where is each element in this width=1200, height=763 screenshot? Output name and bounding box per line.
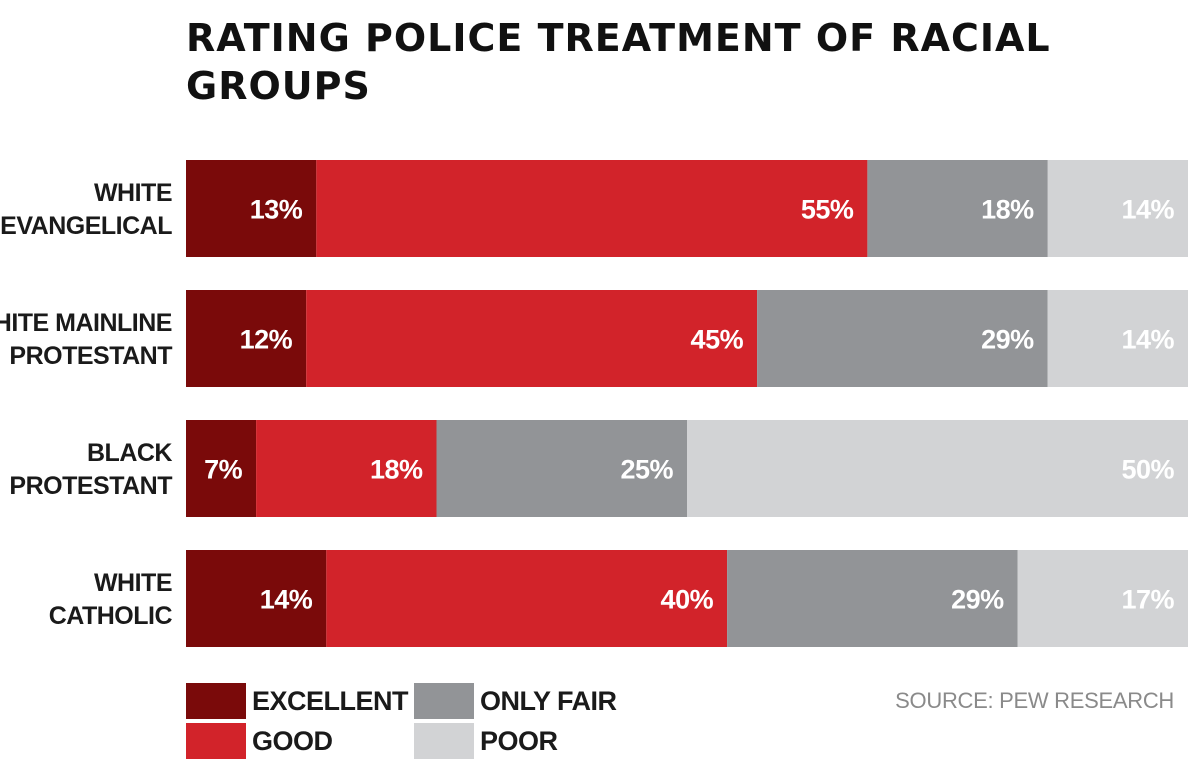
bar-segment-excellent bbox=[186, 290, 307, 387]
data-label: 14% bbox=[1121, 325, 1174, 355]
bar-segment-only-fair bbox=[757, 290, 1048, 387]
data-label: 14% bbox=[1121, 195, 1174, 225]
category-label: PROTESTANT bbox=[9, 472, 172, 500]
category-label: BLACK bbox=[87, 439, 172, 467]
legend-only-fair: ONLY FAIR bbox=[414, 683, 634, 719]
stacked-bar-chart: 13% 55% 18% 14% WHITE EVANGELICAL 12% 45% 29% 14%… bbox=[0, 160, 1188, 647]
data-label: 29% bbox=[951, 585, 1004, 615]
category-label: WHITE bbox=[94, 179, 172, 207]
data-label: 18% bbox=[981, 195, 1034, 225]
bar-segment-good bbox=[316, 160, 868, 257]
data-label: 29% bbox=[981, 325, 1034, 355]
bar-segment-poor bbox=[1047, 160, 1188, 257]
data-label: 50% bbox=[1121, 455, 1174, 485]
legend-label-poor: POOR bbox=[480, 726, 558, 756]
legend-label-good: GOOD bbox=[252, 726, 333, 756]
category-label: WHITE MAINLINE bbox=[0, 309, 172, 337]
bar-segment-only-fair bbox=[436, 420, 687, 517]
legend-label-excellent: EXCELLENT bbox=[252, 686, 409, 716]
data-label: 14% bbox=[260, 585, 313, 615]
legend-swatch-only-fair bbox=[414, 683, 474, 719]
data-label: 55% bbox=[801, 195, 854, 225]
data-label: 40% bbox=[661, 585, 714, 615]
bar-segment-good bbox=[256, 420, 437, 517]
category-label: WHITE bbox=[94, 569, 172, 597]
legend-swatch-good bbox=[186, 723, 246, 759]
legend-poor: POOR bbox=[414, 723, 634, 759]
chart-title: RATING POLICE TREATMENT OF RACIAL GROUPS bbox=[186, 16, 1051, 108]
bar-segment-only-fair bbox=[867, 160, 1048, 257]
legend-swatch-poor bbox=[414, 723, 474, 759]
data-label: 25% bbox=[620, 455, 673, 485]
category-label: CATHOLIC bbox=[49, 602, 173, 630]
data-label: 12% bbox=[240, 325, 293, 355]
bar-segment-only-fair bbox=[727, 550, 1018, 647]
bar-segment-good bbox=[326, 550, 728, 647]
legend-label-only-fair: ONLY FAIR bbox=[480, 686, 617, 716]
source-note: SOURCE: PEW RESEARCH bbox=[895, 688, 1174, 713]
bar-segment-poor bbox=[1017, 550, 1188, 647]
data-label: 13% bbox=[250, 195, 303, 225]
data-label: 18% bbox=[370, 455, 423, 485]
bar-segment-good bbox=[306, 290, 758, 387]
category-label: EVANGELICAL bbox=[0, 212, 172, 240]
legend-excellent: EXCELLENT bbox=[186, 683, 409, 719]
data-label: 45% bbox=[691, 325, 744, 355]
legend-good: GOOD bbox=[186, 723, 386, 759]
data-label: 17% bbox=[1121, 585, 1174, 615]
bar-segment-excellent bbox=[186, 420, 257, 517]
bar-segment-poor bbox=[1047, 290, 1188, 387]
bar-segment-excellent bbox=[186, 160, 317, 257]
category-label: PROTESTANT bbox=[9, 342, 172, 370]
data-label: 7% bbox=[204, 455, 243, 485]
bar-segment-excellent bbox=[186, 550, 327, 647]
bar-segment-poor bbox=[687, 420, 1188, 517]
legend-swatch-excellent bbox=[186, 683, 246, 719]
